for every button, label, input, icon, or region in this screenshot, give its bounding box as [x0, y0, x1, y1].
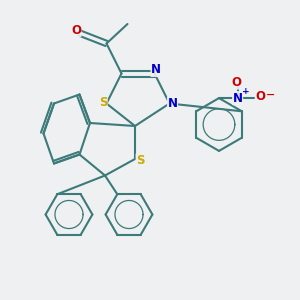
Text: N: N: [151, 63, 161, 76]
Text: O: O: [256, 90, 266, 103]
Text: O: O: [71, 23, 81, 37]
Text: N: N: [232, 92, 243, 105]
Text: S: S: [99, 95, 107, 109]
Text: −: −: [266, 90, 275, 100]
Text: N: N: [167, 97, 178, 110]
Text: +: +: [242, 87, 250, 96]
Text: S: S: [136, 154, 145, 167]
Text: O: O: [231, 76, 241, 89]
